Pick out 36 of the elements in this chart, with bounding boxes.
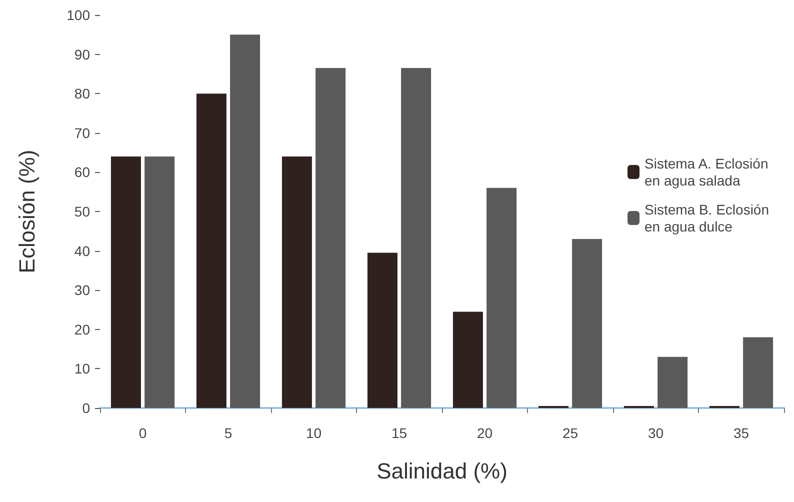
bar [743, 337, 774, 408]
y-tick-label: 10 [74, 360, 90, 377]
bar [401, 68, 432, 408]
x-tick-label: 0 [138, 425, 147, 441]
y-tick-label: 30 [74, 282, 90, 298]
bar [658, 356, 688, 408]
bar [452, 312, 483, 408]
y-tick-label: 90 [74, 46, 90, 62]
bar [316, 68, 346, 408]
x-tick-label: 35 [733, 425, 750, 441]
bar [282, 156, 312, 408]
y-axis-title: Eclosión (%) [14, 150, 40, 274]
x-tick-label: 15 [391, 425, 408, 441]
x-tick-label: 5 [224, 425, 232, 441]
bar [196, 94, 226, 408]
bar [110, 156, 141, 408]
x-tick-label: 30 [648, 425, 664, 441]
bar [367, 252, 398, 408]
y-tick-label: 50 [74, 204, 90, 220]
y-tick-label: 40 [74, 242, 90, 259]
x-tick-label: 20 [476, 425, 493, 441]
y-tick-label: 80 [74, 86, 90, 102]
y-tick-label: 20 [74, 321, 90, 338]
y-tick-label: 60 [74, 164, 90, 180]
bar [486, 188, 517, 408]
legend-label: Sistema A. Eclosión en agua salada [644, 156, 768, 188]
y-tick-label: 0 [82, 400, 90, 416]
y-tick-label: 70 [74, 124, 90, 141]
x-tick-label: 10 [306, 425, 322, 441]
bar [144, 156, 175, 408]
x-axis-title: Salinidad (%) [376, 458, 508, 484]
y-tick-label: 100 [66, 7, 90, 23]
legend-label: Sistema B. Eclosión en agua dulce [644, 202, 770, 234]
x-tick-label: 25 [562, 425, 578, 441]
bar [230, 34, 260, 408]
bar [572, 239, 602, 408]
